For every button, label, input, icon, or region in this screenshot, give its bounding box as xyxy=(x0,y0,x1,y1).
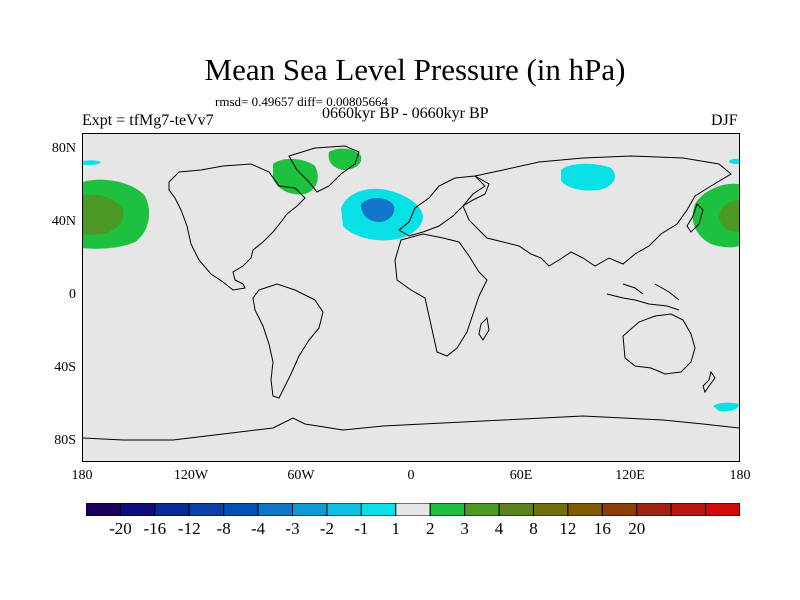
greenland-positive-a xyxy=(273,158,318,195)
lon-label-120e: 120E xyxy=(615,468,645,483)
colorbar-swatch xyxy=(86,503,121,516)
colorbar-swatch xyxy=(601,503,638,516)
arctic-negative-west xyxy=(83,160,101,165)
colorbar-tick-label: -1 xyxy=(354,519,369,538)
coast-asia xyxy=(462,155,732,267)
colorbar-tick-label: 4 xyxy=(494,519,504,538)
lon-label-60e: 60E xyxy=(509,468,533,483)
north-pacific-positive-west-inner xyxy=(83,194,124,235)
lon-label-0: 0 xyxy=(407,468,415,483)
north-pacific-positive-east-inner xyxy=(719,200,739,232)
coast-indonesia xyxy=(606,283,680,311)
page-title: Mean Sea Level Pressure (in hPa) xyxy=(204,52,626,87)
colorbar-tick-label: -12 xyxy=(177,519,201,538)
coast-new-zealand xyxy=(702,370,716,394)
colorbar-swatch xyxy=(395,503,431,516)
coast-japan xyxy=(686,203,704,233)
colorbar-swatch xyxy=(532,503,569,516)
colorbar-tick-label: -8 xyxy=(216,519,231,538)
colorbar-swatch xyxy=(429,503,466,516)
lon-label-180w: 180 xyxy=(71,468,93,483)
colorbar-swatch xyxy=(326,503,362,516)
colorbar-swatch xyxy=(567,503,603,516)
colorbar-swatch xyxy=(154,503,190,516)
coastlines xyxy=(83,145,739,441)
colorbar-swatch xyxy=(670,503,707,516)
colorbar-swatch xyxy=(119,503,156,516)
colorbar-tick-label: 16 xyxy=(593,519,611,538)
lat-label-80n: 80N xyxy=(51,141,76,156)
colorbar-tick-label: -16 xyxy=(143,519,167,538)
lat-label-0: 0 xyxy=(69,287,76,302)
colorbar-tick-label: -3 xyxy=(285,519,300,538)
colorbar-swatch xyxy=(705,503,740,516)
world-map xyxy=(83,134,739,461)
coast-north-america xyxy=(168,163,306,291)
colorbar-tick-label: -2 xyxy=(319,519,335,538)
subtitle: 0660kyr BP - 0660kyr BP xyxy=(322,105,489,122)
colorbar-tick-label: 12 xyxy=(559,519,577,538)
colorbar-swatch xyxy=(223,503,259,516)
season-label: DJF xyxy=(711,112,738,129)
lat-label-40s: 40S xyxy=(54,360,76,375)
colorbar-swatch xyxy=(257,503,294,516)
coast-antarctica xyxy=(83,415,739,441)
colorbar-swatch xyxy=(636,503,672,516)
colorbar-tick-label: -20 xyxy=(109,519,132,538)
colorbar-swatch xyxy=(360,503,397,516)
lon-label-180e: 180 xyxy=(729,468,751,483)
coast-madagascar xyxy=(478,316,490,341)
colorbar-swatch xyxy=(188,503,225,516)
north-pacific-positive-east xyxy=(692,183,739,248)
lon-label-60w: 60W xyxy=(287,468,315,483)
colorbar-swatch xyxy=(498,503,534,516)
coast-africa xyxy=(394,233,488,357)
coast-australia xyxy=(622,313,696,375)
colorbar-tick-label: 1 xyxy=(391,519,401,538)
colorbar-tick-label: 8 xyxy=(529,519,538,538)
colorbar-tick-label: 3 xyxy=(460,519,469,538)
colorbar-tick-label: -4 xyxy=(251,519,266,538)
map-panel xyxy=(82,133,740,462)
experiment-label: Expt = tfMg7-teVv7 xyxy=(82,112,214,129)
stats-text: rmsd= 0.49657 diff= 0.00805664 xyxy=(215,94,388,109)
southern-ocean-negative xyxy=(713,402,739,412)
coast-greenland xyxy=(288,145,360,193)
lat-label-80s: 80S xyxy=(54,433,76,448)
north-atlantic-negative-inner xyxy=(361,198,395,222)
colorbar-tick-label: 2 xyxy=(425,519,435,538)
colorbar xyxy=(86,503,740,516)
lat-label-40n: 40N xyxy=(51,214,76,229)
lon-label-120w: 120W xyxy=(173,468,209,483)
arctic-negative-east xyxy=(729,158,739,164)
coast-south-america xyxy=(252,283,324,399)
coast-europe xyxy=(398,175,490,237)
greenland-positive-b xyxy=(328,148,362,170)
colorbar-swatch xyxy=(292,503,328,516)
siberia-negative xyxy=(561,163,615,191)
colorbar-tick-label: 20 xyxy=(628,519,646,538)
colorbar-swatch xyxy=(464,503,500,516)
ocean-background xyxy=(83,134,739,461)
